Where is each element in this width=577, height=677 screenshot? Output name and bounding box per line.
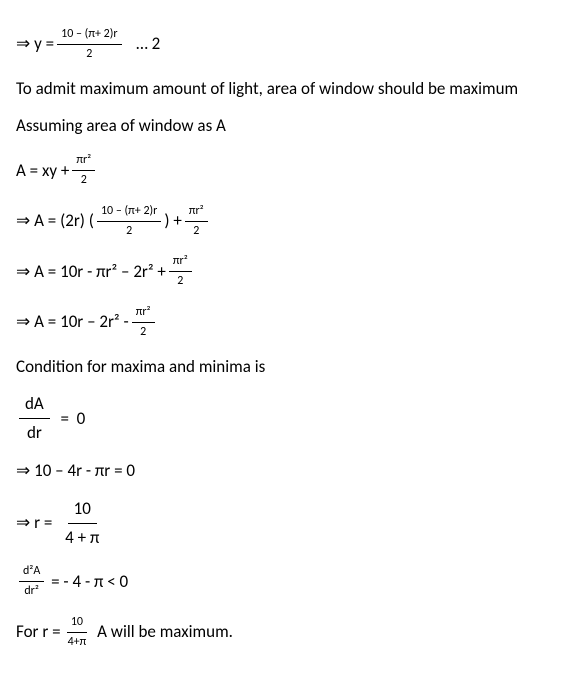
text: A will be maximum. xyxy=(97,620,233,644)
numerator: 10 xyxy=(68,497,97,524)
equation-line-12: d²A dr² = - 4 - π < 0 xyxy=(16,563,561,600)
denominator: 2 xyxy=(122,222,136,240)
equation-line-5: ⇒ A = (2r) ( 10 – (π+ 2)r 2 ) + πr² 2 xyxy=(16,203,561,240)
numerator: d²A xyxy=(19,563,44,582)
denominator: 2 xyxy=(136,323,150,341)
denominator: 4 + π xyxy=(59,524,105,550)
denominator: 2 xyxy=(173,272,187,290)
text: Condition for maxima and minima is xyxy=(16,355,265,379)
numerator: 10 – (π+ 2)r xyxy=(97,203,161,222)
equation-line-13: For r = 10 4+π A will be maximum. xyxy=(16,614,561,651)
zero: 0 xyxy=(77,407,86,431)
text: Assuming area of window as A xyxy=(16,114,226,138)
fraction: πr² 2 xyxy=(132,304,155,341)
text: y = xyxy=(34,32,54,56)
equation-line-1: ⇒ y = 10 – (π+ 2)r 2 … 2 xyxy=(16,26,561,63)
fraction: d²A dr² xyxy=(19,563,44,600)
text: To admit maximum amount of light, area o… xyxy=(16,77,518,101)
equation-line-4: A = xy + πr² 2 xyxy=(16,152,561,189)
fraction: dA dr xyxy=(19,392,50,445)
text-line: Assuming area of window as A xyxy=(16,114,561,138)
equation-line-11: ⇒ r = 10 4 + π xyxy=(16,497,561,550)
denominator: 2 xyxy=(77,171,91,189)
fraction: πr² 2 xyxy=(185,203,208,240)
denominator: dr xyxy=(21,419,48,445)
fraction: 10 – (π+ 2)r 2 xyxy=(97,203,161,240)
equation-label: … 2 xyxy=(136,32,160,56)
equation-line-9: dA dr = 0 xyxy=(16,392,561,445)
numerator: dA xyxy=(19,392,50,419)
arrow: ⇒ xyxy=(16,32,30,56)
numerator: πr² xyxy=(185,203,208,222)
equation-line-6: ⇒ A = 10r - πr² – 2r² + πr² 2 xyxy=(16,253,561,290)
text-line: To admit maximum amount of light, area o… xyxy=(16,77,561,101)
denominator: dr² xyxy=(20,582,43,600)
text: ⇒ A = (2r) ( xyxy=(16,209,94,233)
text: ) + xyxy=(164,209,181,233)
text: = - 4 - π < 0 xyxy=(51,570,128,594)
numerator: 10 – (π+ 2)r xyxy=(57,26,121,45)
fraction: πr² 2 xyxy=(72,152,95,189)
denominator: 4+π xyxy=(64,633,91,651)
text: ⇒ A = 10r – 2r² - xyxy=(16,310,129,334)
numerator: 10 xyxy=(67,614,87,633)
text-line: Condition for maxima and minima is xyxy=(16,355,561,379)
numerator: πr² xyxy=(169,253,192,272)
equals: = xyxy=(60,407,68,431)
fraction: 10 4+π xyxy=(64,614,91,651)
text: A = xy + xyxy=(16,159,69,183)
text: For r = xyxy=(16,620,61,644)
equation-line-7: ⇒ A = 10r – 2r² - πr² 2 xyxy=(16,304,561,341)
text: ⇒ r = xyxy=(16,511,52,535)
fraction: πr² 2 xyxy=(169,253,192,290)
numerator: πr² xyxy=(72,152,95,171)
denominator: 2 xyxy=(189,222,203,240)
numerator: πr² xyxy=(132,304,155,323)
fraction: 10 4 + π xyxy=(59,497,105,550)
text: ⇒ A = 10r - πr² – 2r² + xyxy=(16,260,166,284)
equation-line-10: ⇒ 10 – 4r - πr = 0 xyxy=(16,459,561,483)
denominator: 2 xyxy=(82,45,96,63)
text: ⇒ 10 – 4r - πr = 0 xyxy=(16,459,135,483)
fraction: 10 – (π+ 2)r 2 xyxy=(57,26,121,63)
